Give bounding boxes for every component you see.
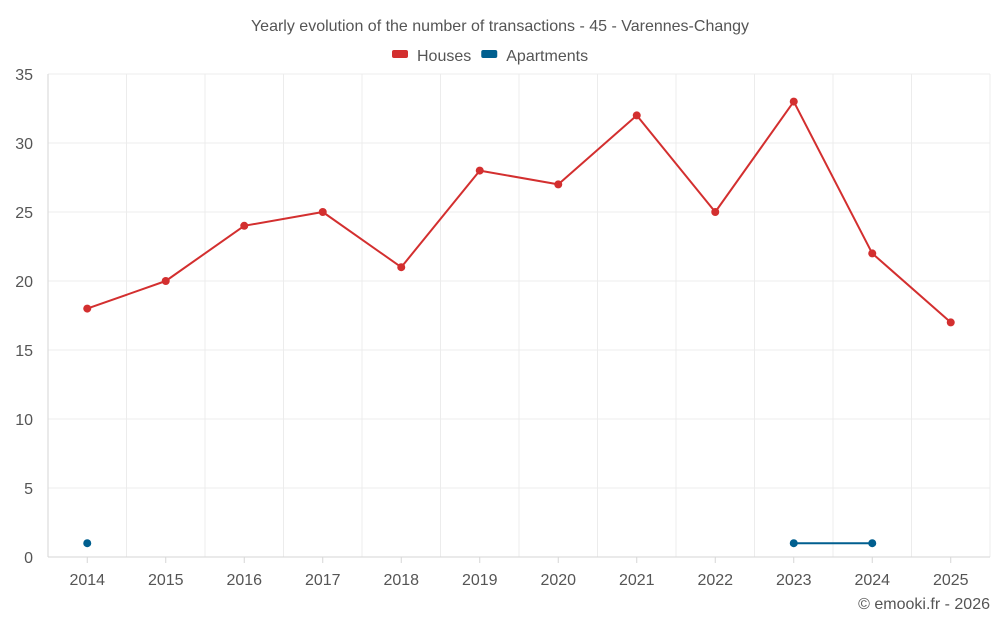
- legend: Houses Apartments: [392, 48, 588, 65]
- series-group: [83, 97, 955, 548]
- series-houses: [83, 97, 955, 327]
- data-point-houses[interactable]: [632, 111, 641, 120]
- y-tick-label: 20: [15, 274, 33, 291]
- y-tick-label: 30: [15, 136, 33, 153]
- y-tick-label: 5: [24, 481, 33, 498]
- y-tick-label: 35: [15, 67, 33, 84]
- data-point-houses[interactable]: [318, 208, 327, 216]
- legend-swatch: [481, 50, 498, 58]
- legend-item-apartments[interactable]: Apartments: [481, 48, 588, 65]
- legend-label: Houses: [417, 48, 471, 65]
- x-tick-label: 2019: [462, 572, 498, 589]
- x-tick-label: 2020: [540, 572, 576, 589]
- x-tick-label: 2015: [148, 572, 184, 589]
- x-tick-label: 2018: [383, 572, 419, 589]
- x-tick-label: 2022: [697, 572, 733, 589]
- x-tick-label: 2023: [776, 572, 812, 589]
- data-point-apartments[interactable]: [789, 539, 798, 548]
- series-line-houses: [86, 100, 952, 324]
- x-tick-label: 2017: [305, 572, 341, 589]
- data-point-houses[interactable]: [83, 304, 92, 313]
- legend-swatch: [392, 50, 408, 58]
- data-point-houses[interactable]: [789, 97, 798, 106]
- y-tick-label: 10: [15, 412, 33, 429]
- x-tick-label: 2024: [854, 572, 890, 589]
- data-point-houses[interactable]: [475, 166, 484, 175]
- x-tick-label: 2021: [619, 572, 655, 589]
- data-point-houses[interactable]: [554, 180, 563, 189]
- data-point-houses[interactable]: [711, 208, 720, 216]
- data-point-apartments[interactable]: [868, 539, 877, 548]
- x-tick-label: 2025: [933, 572, 969, 589]
- data-point-houses[interactable]: [240, 221, 249, 230]
- chart-title: Yearly evolution of the number of transa…: [251, 18, 749, 35]
- data-point-houses[interactable]: [161, 277, 170, 285]
- grid: [48, 73, 991, 557]
- x-tick-label: 2014: [69, 572, 105, 589]
- y-tick-label: 15: [15, 343, 33, 360]
- data-point-apartments[interactable]: [83, 539, 92, 548]
- y-tick-label: 25: [15, 205, 33, 222]
- data-point-houses[interactable]: [868, 249, 877, 258]
- data-point-houses[interactable]: [397, 263, 406, 272]
- legend-item-houses[interactable]: Houses: [392, 48, 471, 65]
- data-point-houses[interactable]: [946, 318, 955, 327]
- legend-label: Apartments: [506, 48, 588, 65]
- x-tick-label: 2016: [226, 572, 262, 589]
- credit-text: © emooki.fr - 2026: [858, 596, 990, 613]
- series-apartments: [83, 539, 877, 548]
- y-tick-label: 0: [24, 550, 33, 567]
